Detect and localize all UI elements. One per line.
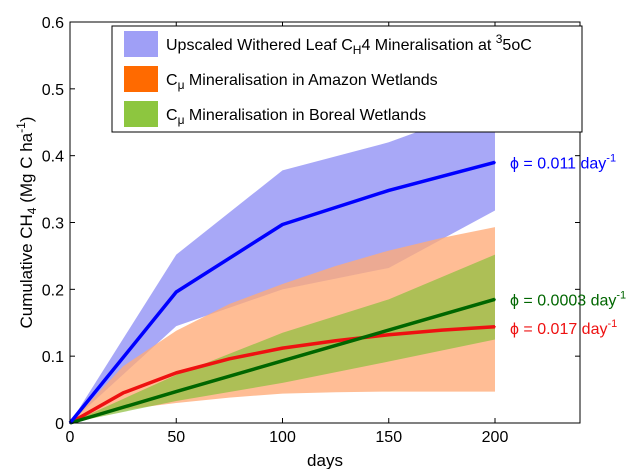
legend-item-amazon-label: Cμ Mineralisation in Amazon Wetlands: [166, 72, 438, 92]
band-boreal: [70, 254, 495, 423]
line-withered-leaf-point: [494, 161, 496, 164]
series-lines: [68, 160, 496, 425]
line-amazon-point: [387, 333, 390, 336]
line-amazon-point: [228, 358, 231, 360]
line-amazon-point: [175, 372, 178, 374]
y-axis-label-sub: 4: [25, 207, 39, 214]
legend-box: [111, 25, 583, 133]
x-axis-label: days: [307, 451, 343, 469]
line-boreal-point: [175, 390, 178, 393]
legend-item-withered-leaf-swatch: [124, 31, 158, 57]
line-amazon-point: [494, 325, 496, 328]
x-tick-label: 200: [482, 429, 509, 446]
line-withered-leaf-point: [175, 291, 178, 293]
legend-item-withered-leaf-label: Upscaled Withered Leaf CH4 Mineralisatio…: [166, 32, 532, 57]
line-amazon-point: [334, 339, 337, 342]
y-axis-label: Cumulative CH4 (Mg C ha-1): [14, 117, 39, 329]
y-tick-label: 0.1: [42, 349, 64, 366]
y-tick-label: 0.5: [42, 82, 64, 99]
line-amazon-point: [441, 329, 443, 331]
y-axis-label-sup: -1: [14, 122, 28, 133]
rate-annotation: ϕ = 0.011 day-1: [510, 152, 616, 172]
axis-ticks: 0 50 100 150 200 0 0.1 0.2 0.3 0.4 0.5 0.6: [42, 15, 580, 446]
y-axis-label-part: Cumulative CH: [17, 214, 36, 328]
line-withered-leaf-point: [281, 223, 284, 226]
y-axis-label-part: (Mg C ha: [17, 132, 36, 207]
x-tick-label: 100: [269, 429, 296, 446]
uncertainty-bands: [70, 103, 495, 423]
line-amazon-point: [122, 392, 124, 394]
x-tick-label: 50: [167, 429, 185, 446]
y-tick-label: 0.2: [42, 282, 64, 299]
y-axis-label-part: ): [17, 117, 36, 123]
y-tick-label: 0: [55, 416, 64, 433]
line-boreal-point: [387, 329, 390, 331]
line-boreal-point: [494, 298, 496, 301]
line-amazon-point: [281, 347, 284, 349]
line-boreal-point: [281, 360, 284, 362]
y-tick-label: 0.4: [42, 149, 64, 166]
x-tick-label: 150: [375, 429, 402, 446]
band-withered-leaf: [70, 103, 495, 423]
line-withered-leaf-point: [387, 189, 390, 192]
rate-annotation: ϕ = 0.017 day-1: [510, 318, 617, 338]
rate-annotation: ϕ = 0.0003 day-1: [510, 289, 626, 309]
y-tick-label: 0.3: [42, 216, 64, 233]
legend-item-amazon-swatch: [124, 66, 158, 92]
legend: Upscaled Withered Leaf CH4 Mineralisatio…: [111, 25, 583, 133]
rate-annotations: ϕ = 0.011 day-1 ϕ = 0.0003 day-1 ϕ = 0.017…: [510, 152, 626, 338]
x-tick-label: 0: [66, 429, 75, 446]
legend-item-boreal-swatch: [124, 101, 158, 127]
y-tick-label: 0.6: [42, 15, 64, 32]
legend-item-boreal-label: Cμ Mineralisation in Boreal Wetlands: [166, 107, 426, 127]
